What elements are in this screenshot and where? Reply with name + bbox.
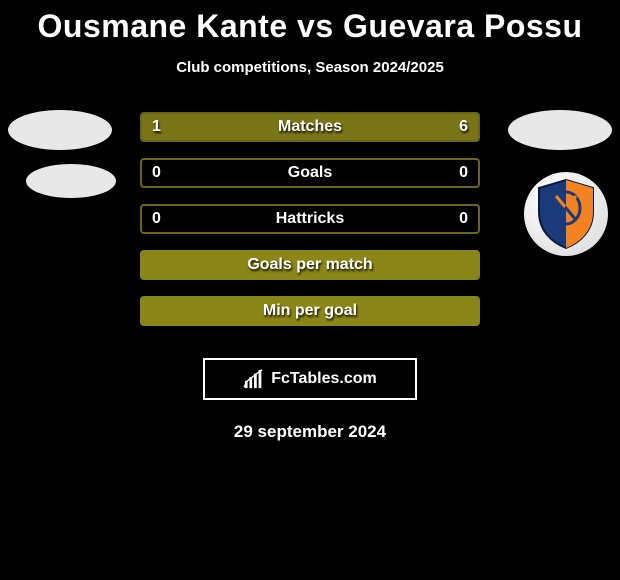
chart-icon bbox=[243, 368, 265, 390]
team-left-badge bbox=[26, 164, 116, 198]
player-left-badge bbox=[8, 110, 112, 150]
date-text: 29 september 2024 bbox=[0, 422, 620, 442]
page-title: Ousmane Kante vs Guevara Possu bbox=[0, 8, 620, 45]
stat-label: Goals bbox=[142, 160, 478, 186]
brand-text: FcTables.com bbox=[271, 370, 377, 388]
stat-row-matches: 1 Matches 6 bbox=[140, 112, 480, 142]
stat-right-value: 0 bbox=[459, 160, 468, 186]
stat-bars: 1 Matches 6 0 Goals 0 0 Hattricks 0 bbox=[140, 112, 480, 342]
stat-row-hattricks: 0 Hattricks 0 bbox=[140, 204, 480, 234]
stat-right-value: 6 bbox=[459, 114, 468, 140]
subtitle: Club competitions, Season 2024/2025 bbox=[0, 59, 620, 76]
team-right-badge bbox=[524, 172, 608, 256]
stat-row-goals-per-match: Goals per match bbox=[140, 250, 480, 280]
shield-icon bbox=[535, 178, 597, 250]
stat-label: Hattricks bbox=[142, 206, 478, 232]
stat-label: Min per goal bbox=[142, 298, 478, 324]
stat-row-goals: 0 Goals 0 bbox=[140, 158, 480, 188]
stat-label: Goals per match bbox=[142, 252, 478, 278]
stats-area: 1 Matches 6 0 Goals 0 0 Hattricks 0 bbox=[0, 112, 620, 342]
player-right-badge bbox=[508, 110, 612, 150]
comparison-card: Ousmane Kante vs Guevara Possu Club comp… bbox=[0, 0, 620, 442]
stat-label: Matches bbox=[142, 114, 478, 140]
stat-row-min-per-goal: Min per goal bbox=[140, 296, 480, 326]
brand-box: FcTables.com bbox=[203, 358, 417, 400]
stat-right-value: 0 bbox=[459, 206, 468, 232]
